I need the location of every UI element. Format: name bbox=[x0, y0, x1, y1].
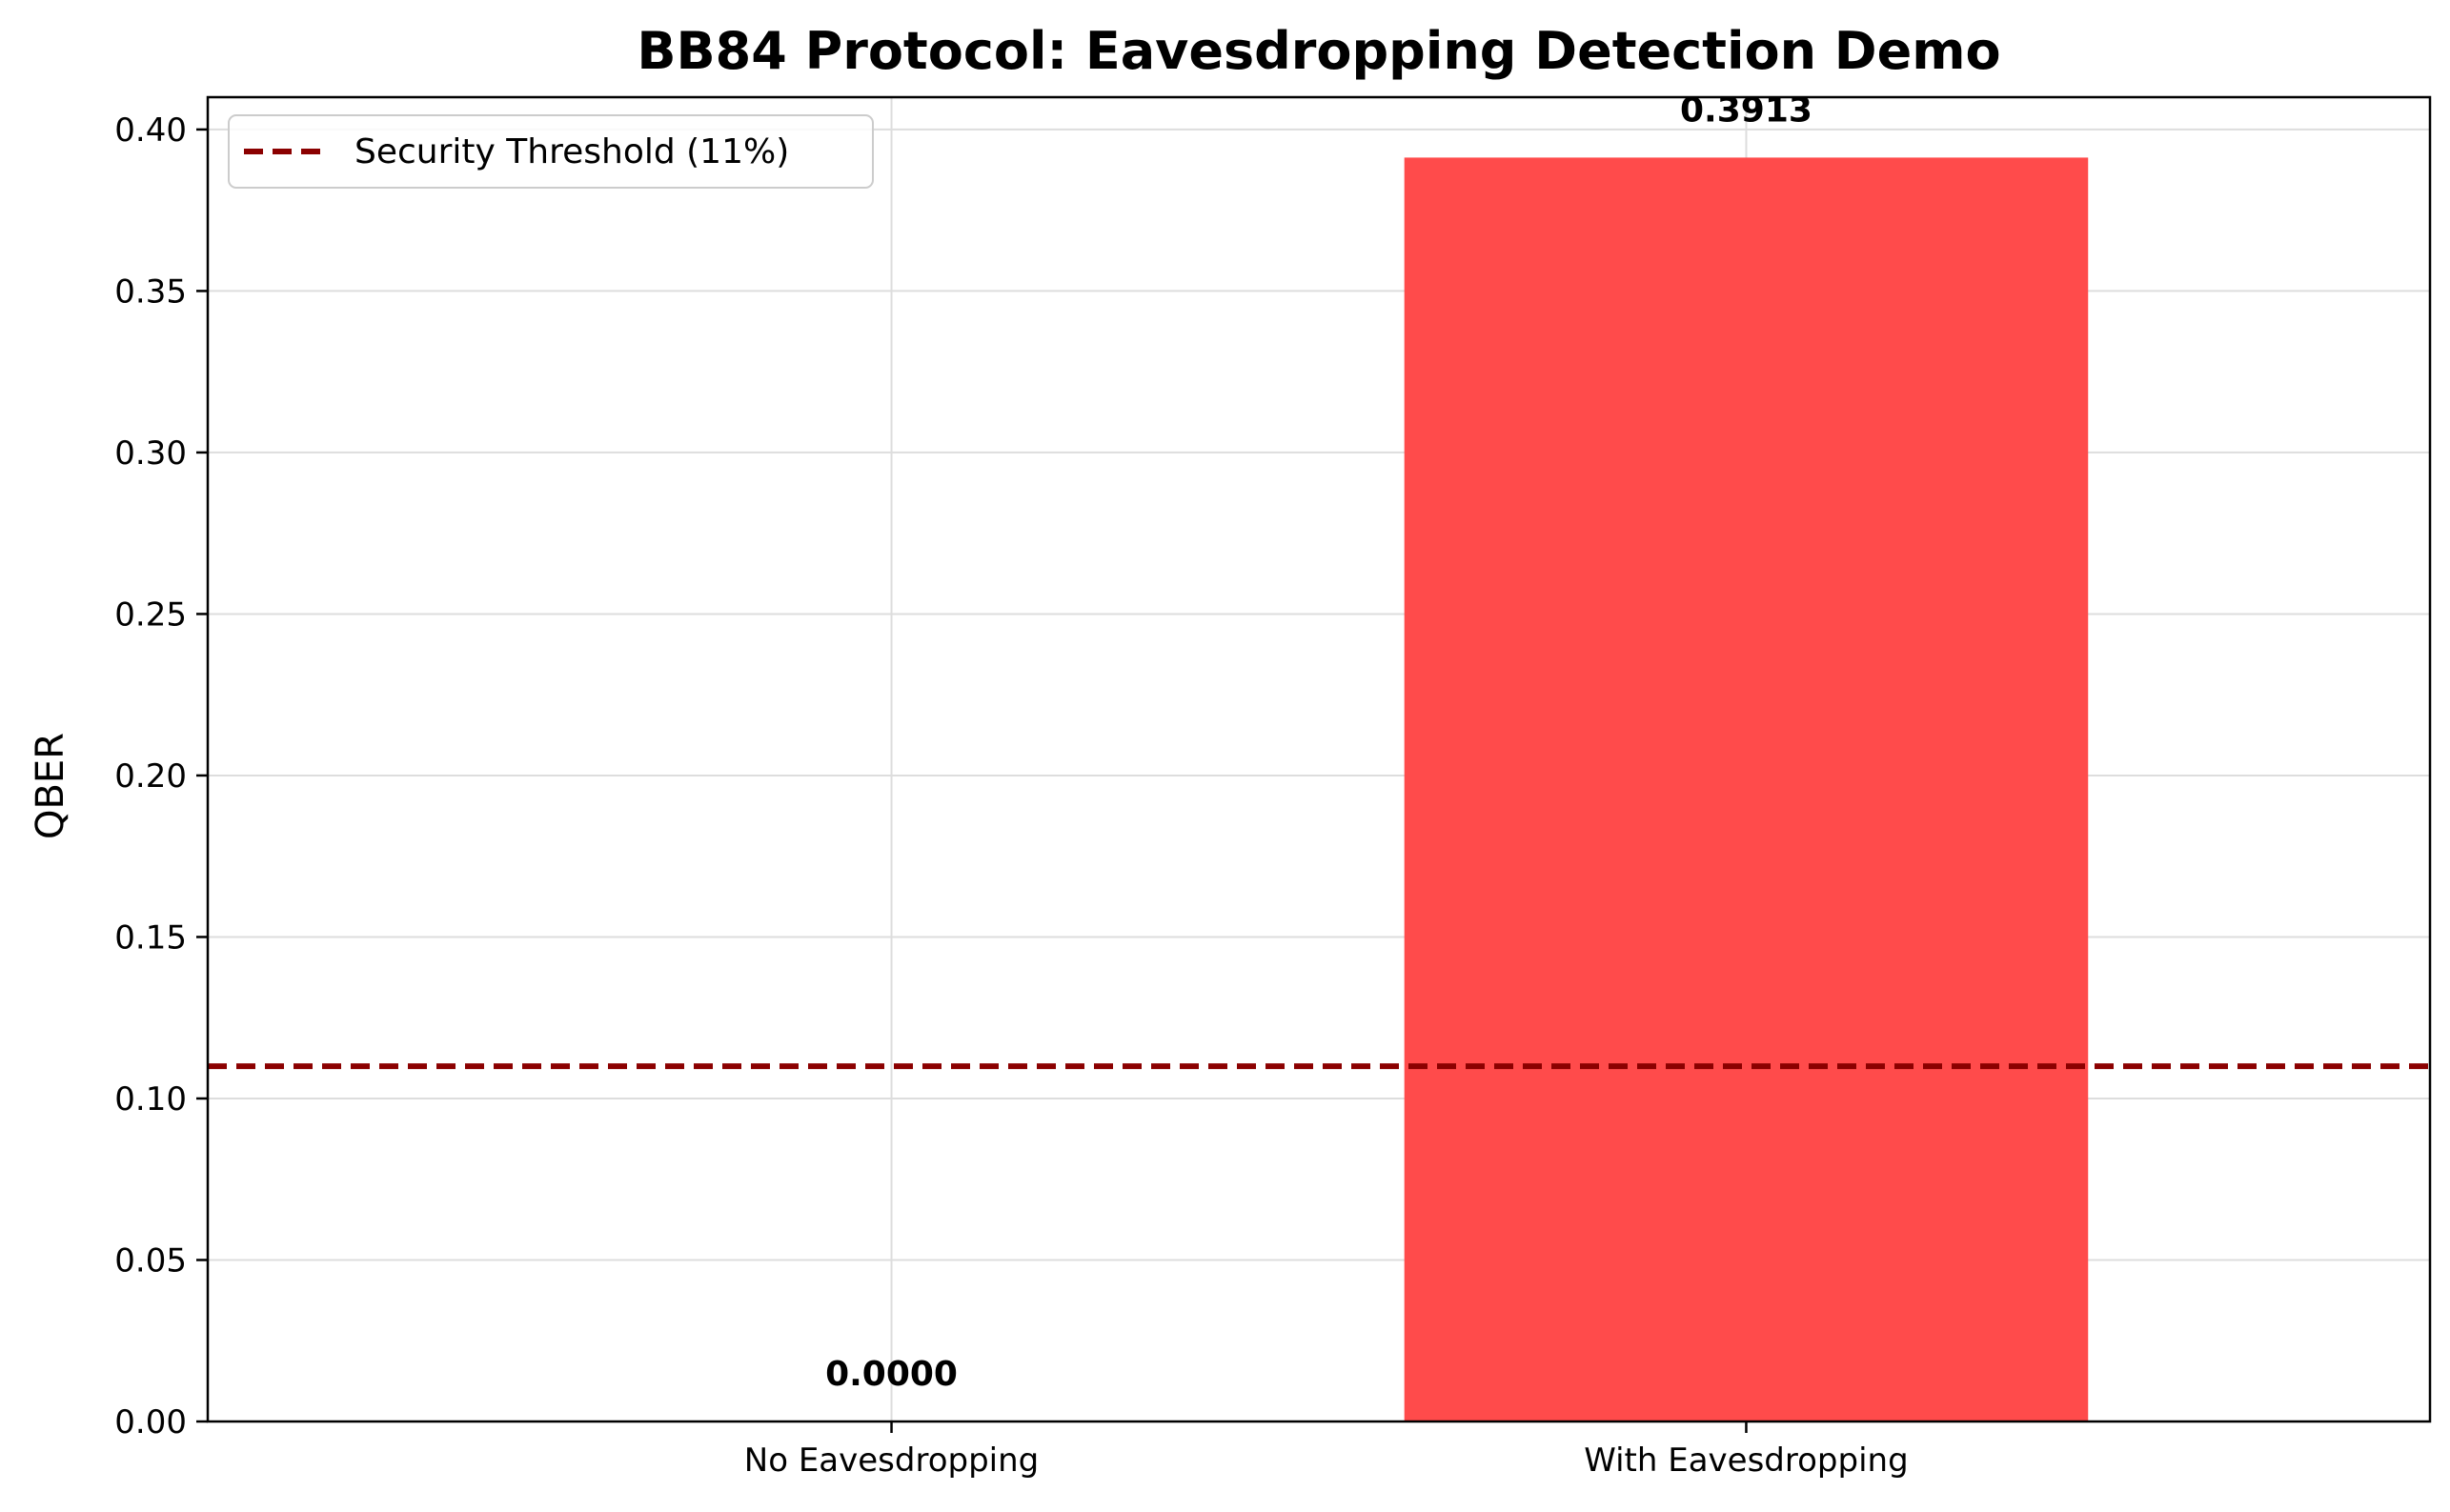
data-labels: 0.0000 0.3913 bbox=[825, 91, 1812, 1394]
y-axis-ticks: 0.00 0.05 0.10 0.15 0.20 0.25 0.30 0.35 0.40 bbox=[114, 111, 208, 1441]
bar-2 bbox=[1404, 157, 2089, 1421]
data-label-1: 0.0000 bbox=[825, 1355, 958, 1394]
legend-box bbox=[228, 114, 874, 189]
x-axis-ticks: No Eavesdropping With Eavesdropping bbox=[744, 1421, 1909, 1480]
y-tick-label: 0.35 bbox=[114, 272, 187, 311]
y-tick-label: 0.10 bbox=[114, 1080, 187, 1119]
y-tick-label: 0.40 bbox=[114, 111, 187, 150]
y-tick-label: 0.25 bbox=[114, 595, 187, 634]
grid-lines bbox=[208, 97, 2430, 1422]
y-tick-label: 0.15 bbox=[114, 918, 187, 957]
data-label-2: 0.3913 bbox=[1680, 91, 1812, 130]
y-tick-label: 0.20 bbox=[114, 757, 187, 796]
legend-threshold-label: Security Threshold (11%) bbox=[354, 132, 789, 171]
y-tick-label: 0.05 bbox=[114, 1241, 187, 1280]
chart-title: BB84 Protocol: Eavesdropping Detection D… bbox=[637, 21, 2000, 81]
x-tick-label: No Eavesdropping bbox=[744, 1441, 1039, 1480]
y-tick-label: 0.30 bbox=[114, 434, 187, 473]
y-axis-label: QBER bbox=[29, 733, 72, 839]
legend: Security Threshold (11%) bbox=[228, 114, 874, 189]
y-tick-label: 0.00 bbox=[114, 1403, 187, 1441]
x-tick-label: With Eavesdropping bbox=[1584, 1441, 1908, 1480]
bars bbox=[1404, 157, 2089, 1421]
plot-frame bbox=[206, 95, 2432, 1423]
